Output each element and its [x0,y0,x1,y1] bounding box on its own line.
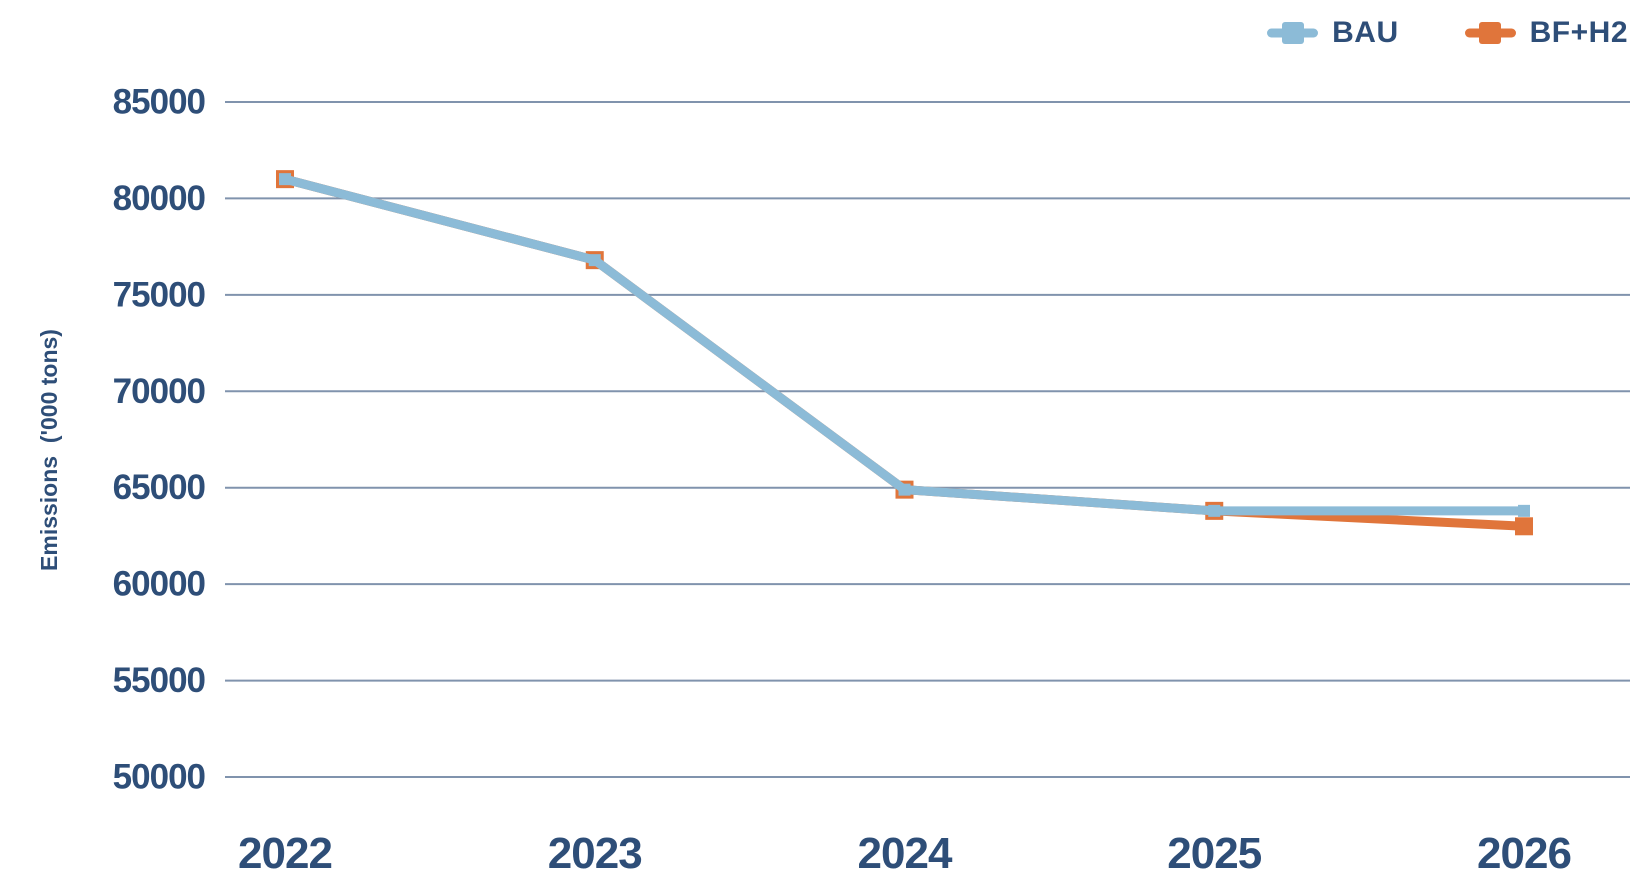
series-line-bau [280,174,1529,516]
x-tick-label-2026: 2026 [1477,829,1571,878]
y-axis-title: Emissions ('000 tons) [36,329,62,571]
y-tick-label-80000: 80000 [113,179,206,218]
y-tick-label-85000: 85000 [113,83,206,122]
x-tick-label-2022: 2022 [238,829,332,878]
marker-bau-2022 [279,173,291,186]
x-tick-label-2023: 2023 [548,829,642,878]
y-tick-label-50000: 50000 [113,758,206,797]
y-tick-label-55000: 55000 [113,661,206,700]
marker-bau-2026 [1518,504,1530,517]
x-tick-label-2025: 2025 [1167,829,1261,878]
marker-bau-2025 [1208,504,1221,517]
x-tick-label-2024: 2024 [858,829,953,878]
marker-bau-2023 [588,254,601,267]
marker-bau-2024 [898,483,911,496]
legend-label-bf-h2: BF+H2 [1529,16,1628,49]
legend-item-bau: BAU [1267,16,1399,50]
legend-item-bf-h2: BF+H2 [1464,16,1628,50]
chart-legend: BAU BF+H2 [1267,16,1628,50]
y-tick-label-65000: 65000 [113,468,206,507]
marker-bf-h2-2026 [1515,517,1533,536]
y-tick-label-75000: 75000 [113,275,206,314]
y-tick-label-60000: 60000 [113,565,206,604]
legend-bf-h2-marker-icon [1464,21,1516,45]
legend-label-bau: BAU [1332,16,1399,49]
y-tick-label-70000: 70000 [113,372,206,411]
legend-bau-marker-icon [1267,21,1319,45]
